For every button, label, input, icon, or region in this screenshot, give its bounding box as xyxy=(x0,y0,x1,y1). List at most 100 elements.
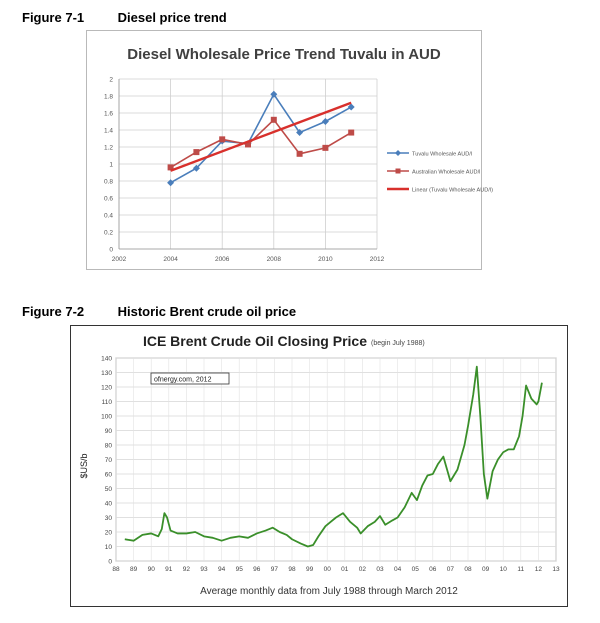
legend-marker-diamond xyxy=(395,150,401,156)
y-tick-label: 1.2 xyxy=(104,145,113,152)
x-tick-label: 2006 xyxy=(215,256,230,263)
legend-label: Linear (Tuvalu Wholesale AUD/l) xyxy=(412,188,493,194)
brent-annotation-box xyxy=(150,372,230,385)
x-tick-label: 06 xyxy=(429,566,437,573)
x-tick-label: 90 xyxy=(148,566,156,573)
x-tick-label: 93 xyxy=(200,566,208,573)
x-tick-label: 2012 xyxy=(370,256,385,263)
x-tick-label: 96 xyxy=(253,566,261,573)
x-tick-label: 2010 xyxy=(318,256,333,263)
x-tick-label: 89 xyxy=(130,566,138,573)
data-point-diamond xyxy=(321,118,329,125)
y-tick-label: 1 xyxy=(109,162,113,169)
brent-price-line xyxy=(124,365,543,548)
x-tick-label: 2002 xyxy=(112,256,127,263)
diesel-chart: Diesel Wholesale Price Trend Tuvalu in A… xyxy=(86,30,493,270)
brent-chart-series xyxy=(124,365,543,548)
x-tick-label: 05 xyxy=(412,566,420,573)
x-tick-label: 00 xyxy=(324,566,332,573)
diesel-chart-series xyxy=(167,90,355,187)
y-tick-label: 2 xyxy=(109,77,113,84)
data-point-square xyxy=(296,150,303,157)
data-point-diamond xyxy=(167,179,175,187)
x-tick-label: 97 xyxy=(271,566,279,573)
x-tick-label: 08 xyxy=(464,566,472,573)
y-tick-label: 0.2 xyxy=(104,230,113,237)
x-tick-label: 2008 xyxy=(267,256,282,263)
y-tick-label: 130 xyxy=(101,370,112,377)
brent-chart-annotation: ofnergy.com, 2012 xyxy=(154,377,212,384)
figure-1-caption: Figure 7-1 Diesel price trend xyxy=(22,10,227,25)
y-tick-label: 100 xyxy=(101,414,112,421)
data-point-square xyxy=(219,136,226,143)
brent-chart-xlabel: Average monthly data from July 1988 thro… xyxy=(200,586,458,597)
x-tick-label: 01 xyxy=(341,566,349,573)
y-tick-label: 0.4 xyxy=(104,213,113,220)
x-tick-label: 03 xyxy=(376,566,384,573)
y-tick-label: 80 xyxy=(105,443,113,450)
x-tick-label: 09 xyxy=(482,566,490,573)
x-tick-label: 12 xyxy=(535,566,543,573)
y-tick-label: 0.6 xyxy=(104,196,113,203)
series-line-2 xyxy=(170,118,352,169)
y-tick-label: 30 xyxy=(105,515,113,522)
brent-chart-grid xyxy=(115,357,557,562)
figure-2-title: Historic Brent crude oil price xyxy=(117,304,297,319)
y-tick-label: 0.8 xyxy=(104,179,113,186)
x-tick-label: 92 xyxy=(183,566,191,573)
brent-chart: ICE Brent Crude Oil Closing Price (begin… xyxy=(70,325,568,607)
y-tick-label: 1.6 xyxy=(104,111,113,118)
diesel-chart-svg: Diesel Wholesale Price Trend Tuvalu in A… xyxy=(104,46,493,264)
diesel-chart-axes: 0 0.2 0.4 0.6 0.8 1 1.2 1.4 1.6 1.8 2 2002 2004 2006 2… xyxy=(104,77,385,264)
legend-label: Tuvalu Wholesale AUD/l xyxy=(412,152,472,158)
series-line-1 xyxy=(170,92,352,184)
data-point-square xyxy=(193,149,200,156)
y-tick-label: 1.8 xyxy=(104,94,113,101)
y-tick-label: 10 xyxy=(105,544,113,551)
brent-chart-subtitle: (begin July 1988) xyxy=(371,340,425,347)
y-tick-label: 0 xyxy=(109,247,113,254)
diesel-chart-grid xyxy=(118,78,378,250)
brent-chart-svg: ICE Brent Crude Oil Closing Price (begin… xyxy=(79,333,560,597)
data-point-square xyxy=(245,141,251,148)
x-tick-label: 95 xyxy=(236,566,244,573)
y-tick-label: 140 xyxy=(101,356,112,363)
x-tick-label: 91 xyxy=(165,566,173,573)
diesel-chart-legend: Tuvalu Wholesale AUD/l Australian Wholesa… xyxy=(387,150,493,194)
y-tick-label: 50 xyxy=(105,486,113,493)
y-tick-label: 70 xyxy=(105,457,113,464)
y-tick-label: 120 xyxy=(101,385,112,392)
data-point-square xyxy=(270,116,277,123)
y-tick-label: 90 xyxy=(105,428,113,435)
data-point-diamond xyxy=(296,129,304,137)
legend-label: Australian Wholesale AUD/l xyxy=(412,170,480,176)
data-point-diamond xyxy=(270,90,278,98)
series-line-3 xyxy=(170,101,352,172)
figure-2-caption: Figure 7-2 Historic Brent crude oil pric… xyxy=(22,304,296,319)
x-tick-label: 13 xyxy=(552,566,560,573)
y-tick-label: 60 xyxy=(105,472,113,479)
x-tick-label: 2004 xyxy=(163,256,178,263)
x-tick-label: 99 xyxy=(306,566,314,573)
figure-1-number: Figure 7-1 xyxy=(22,10,85,25)
x-tick-label: 88 xyxy=(112,566,120,573)
figure-1-title: Diesel price trend xyxy=(117,10,227,25)
legend-marker-square xyxy=(395,168,401,174)
y-tick-label: 1.4 xyxy=(104,128,113,135)
x-tick-label: 02 xyxy=(359,566,367,573)
x-tick-label: 98 xyxy=(288,566,296,573)
data-point-diamond xyxy=(347,103,355,111)
y-tick-label: 110 xyxy=(102,399,113,406)
x-tick-label: 94 xyxy=(218,566,226,573)
y-tick-label: 20 xyxy=(105,530,113,537)
brent-chart-title: ICE Brent Crude Oil Closing Price xyxy=(143,333,367,349)
y-tick-label: 40 xyxy=(105,501,113,508)
data-point-square xyxy=(167,164,174,171)
data-point-diamond xyxy=(192,164,200,172)
x-tick-label: 10 xyxy=(500,566,508,573)
x-tick-label: 11 xyxy=(517,566,524,573)
x-tick-label: 04 xyxy=(394,566,402,573)
data-point-square xyxy=(348,129,355,136)
x-tick-label: 07 xyxy=(447,566,455,573)
